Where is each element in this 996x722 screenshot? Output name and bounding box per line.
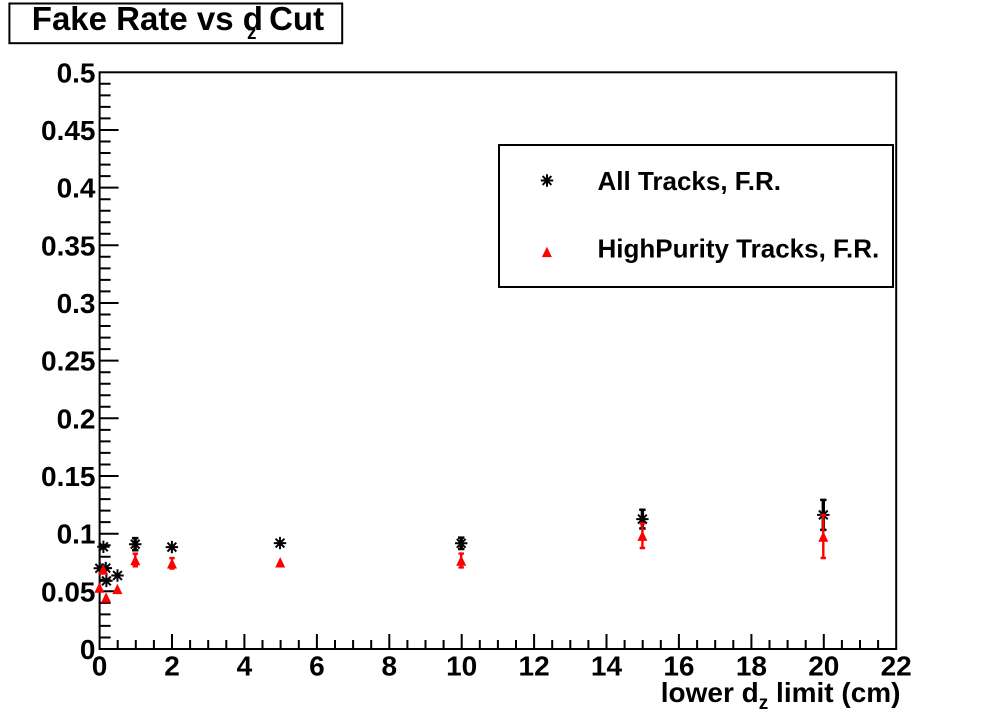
svg-text:All Tracks, F.R.: All Tracks, F.R. bbox=[598, 166, 782, 196]
svg-text:8: 8 bbox=[382, 651, 398, 682]
svg-text:HighPurity Tracks, F.R.: HighPurity Tracks, F.R. bbox=[598, 234, 880, 264]
svg-text:12: 12 bbox=[519, 651, 550, 682]
svg-text:4: 4 bbox=[237, 651, 253, 682]
svg-text:0.2: 0.2 bbox=[57, 403, 96, 434]
svg-text:z: z bbox=[247, 23, 257, 44]
svg-text:0.15: 0.15 bbox=[41, 461, 96, 492]
svg-text:Cut: Cut bbox=[269, 0, 324, 37]
svg-text:Fake Rate vs d: Fake Rate vs d bbox=[32, 0, 263, 37]
svg-text:0.1: 0.1 bbox=[57, 519, 96, 550]
svg-text:22: 22 bbox=[881, 651, 912, 682]
svg-text:0: 0 bbox=[92, 651, 108, 682]
svg-text:0.5: 0.5 bbox=[57, 57, 96, 88]
svg-text:0.25: 0.25 bbox=[41, 346, 96, 377]
svg-text:20: 20 bbox=[808, 651, 839, 682]
svg-text:lower dz limit (cm): lower dz limit (cm) bbox=[661, 677, 901, 714]
svg-text:2: 2 bbox=[164, 651, 180, 682]
svg-text:0.35: 0.35 bbox=[41, 230, 96, 261]
svg-text:0.45: 0.45 bbox=[41, 115, 96, 146]
svg-text:18: 18 bbox=[736, 651, 767, 682]
svg-text:0.4: 0.4 bbox=[57, 173, 96, 204]
svg-text:0.3: 0.3 bbox=[57, 288, 96, 319]
svg-text:14: 14 bbox=[591, 651, 623, 682]
svg-text:6: 6 bbox=[309, 651, 325, 682]
svg-text:16: 16 bbox=[663, 651, 694, 682]
svg-text:0.05: 0.05 bbox=[41, 576, 96, 607]
svg-text:0: 0 bbox=[80, 634, 96, 665]
svg-text:10: 10 bbox=[446, 651, 477, 682]
